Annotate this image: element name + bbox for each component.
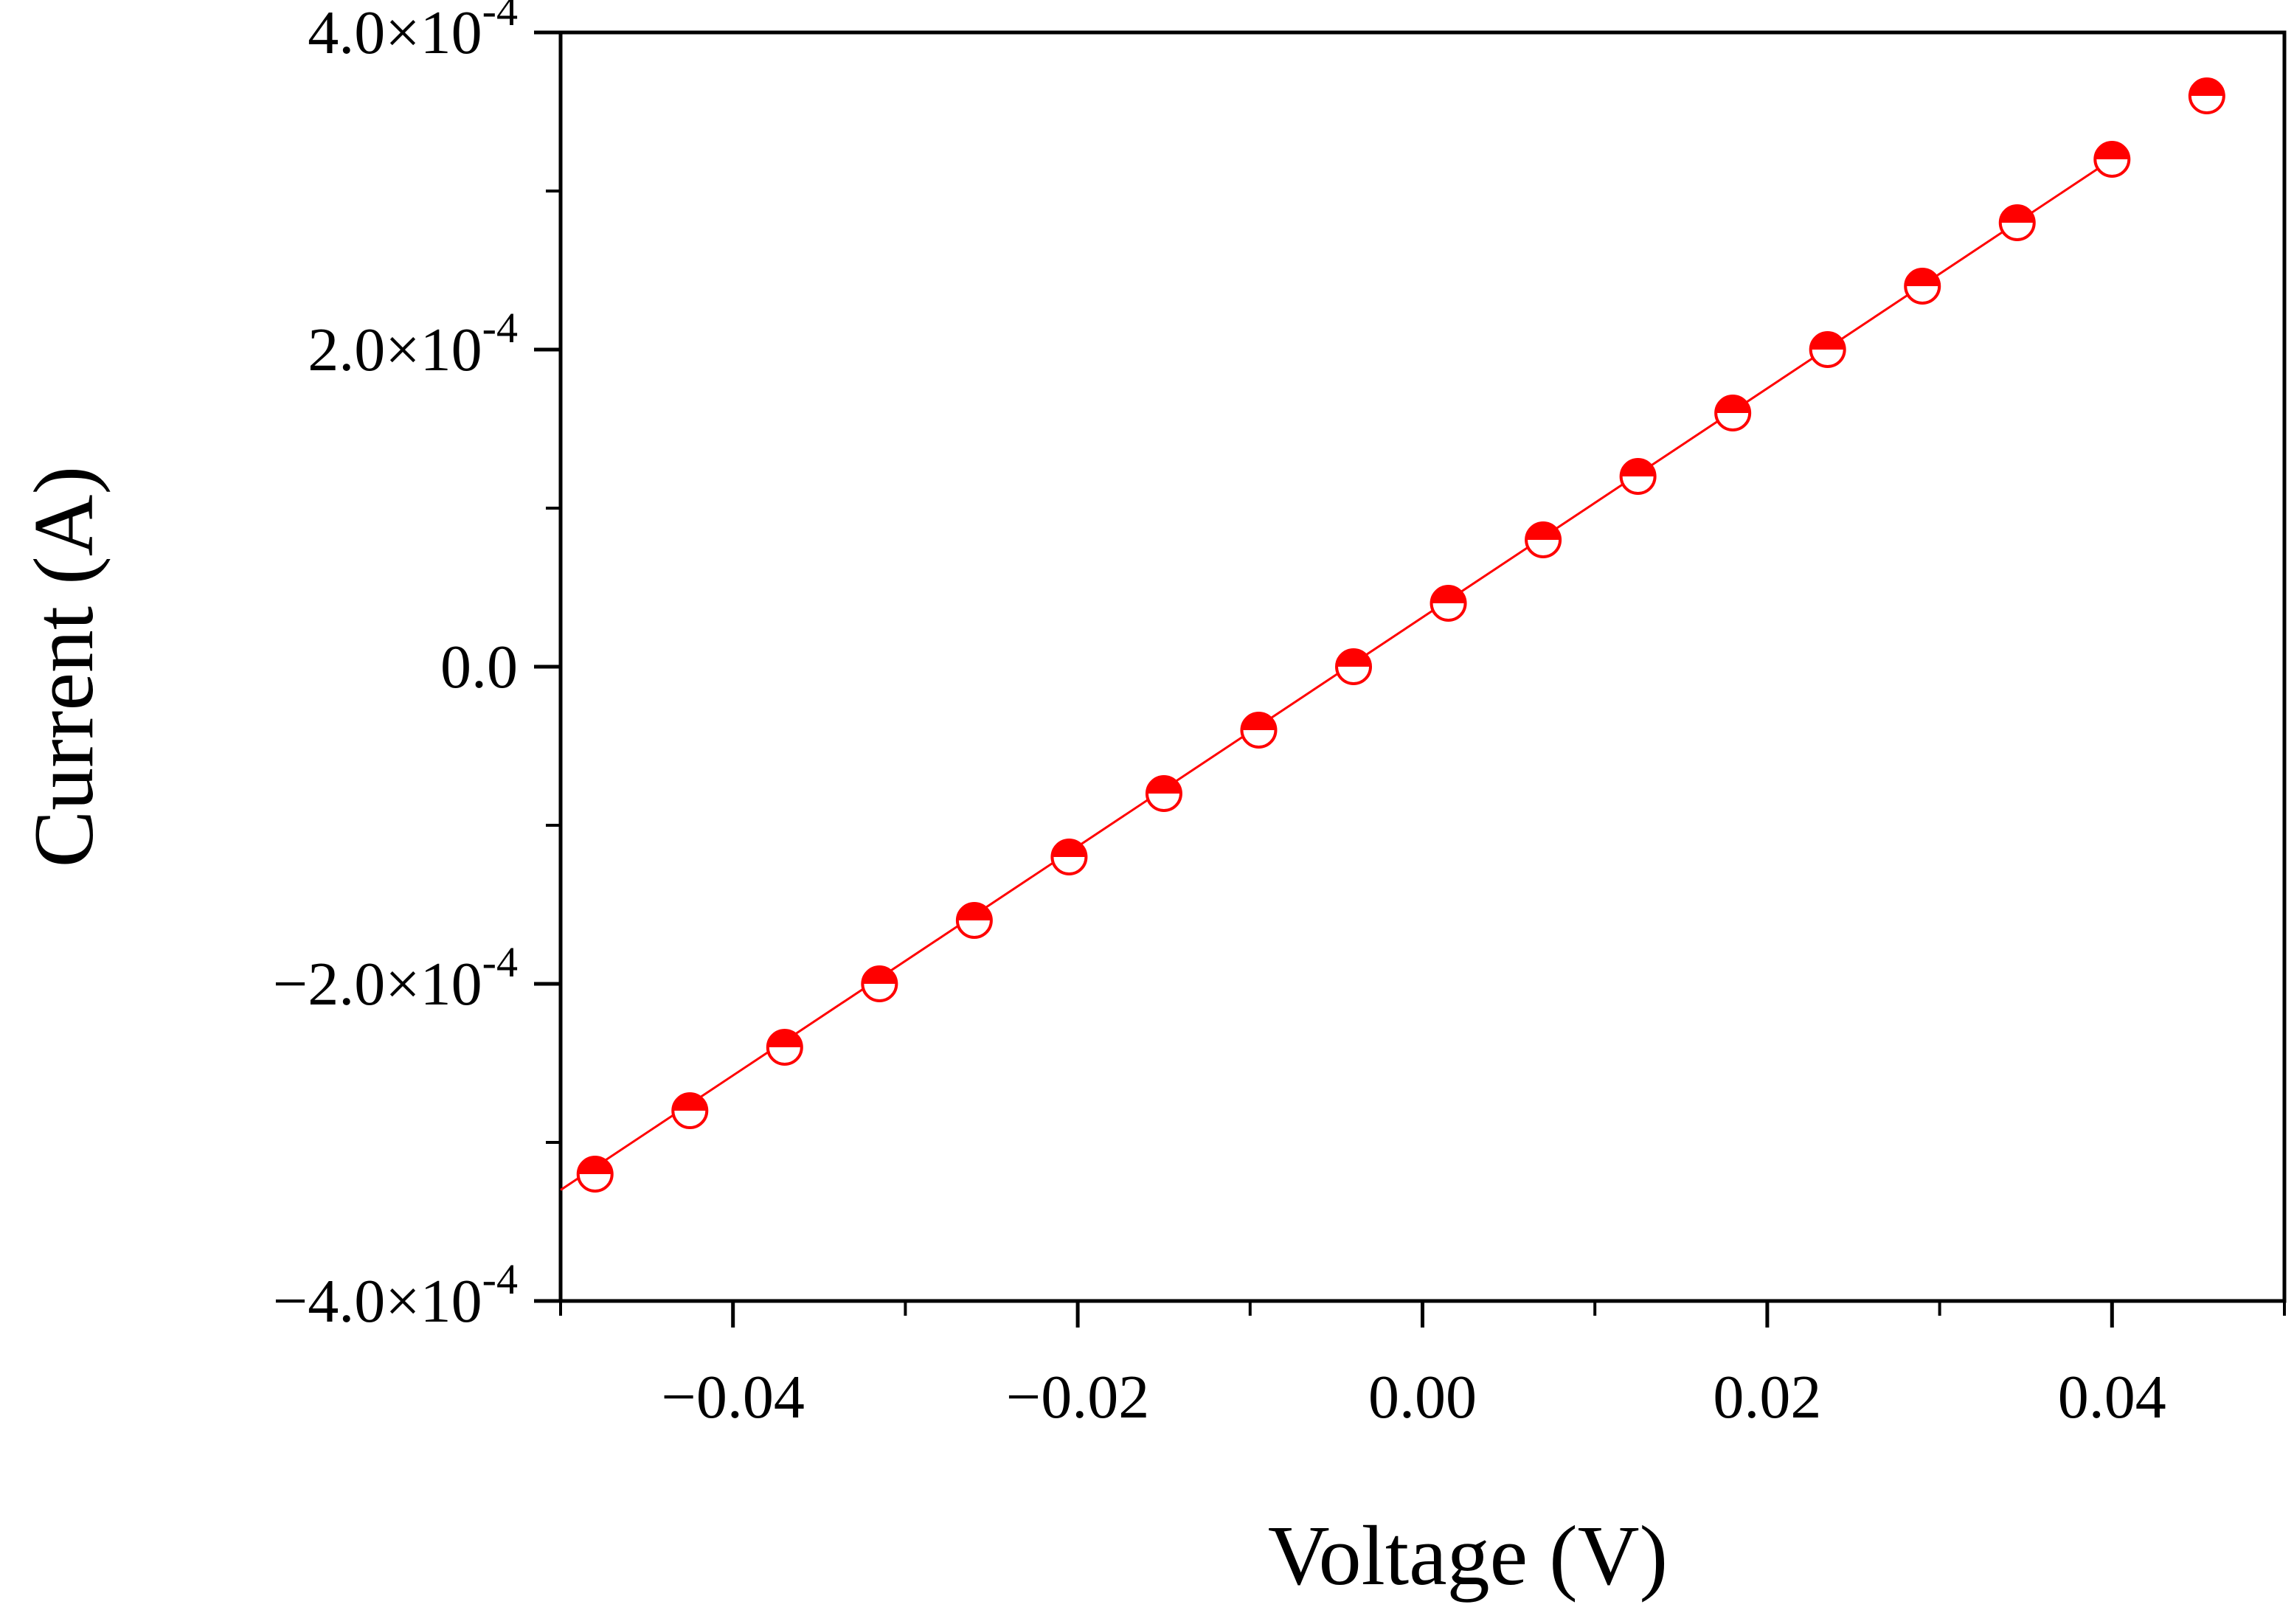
x-tick-label: −0.02 (1006, 1363, 1149, 1432)
x-tick-label: 0.02 (1713, 1363, 1821, 1432)
y-axis-title: Current (A) (17, 466, 111, 867)
y-axis-ticks: 4.0×10-4 2.0×10-4 0.0 −2.0×10-4 −4.0×10-4 (273, 0, 561, 1336)
fit-line-layer (560, 158, 2113, 1191)
data-point (2188, 77, 2225, 114)
data-points (576, 77, 2225, 1193)
x-tick-label: −0.04 (662, 1363, 805, 1432)
data-point (576, 1156, 614, 1193)
y-tick-label: 4.0×10-4 (308, 0, 518, 67)
y-tick-label: 0.0 (440, 633, 518, 701)
data-point (1904, 268, 1941, 305)
data-point (1525, 521, 1562, 558)
data-point (1430, 585, 1467, 622)
y-tick-label: 2.0×10-4 (308, 304, 518, 384)
data-point (1335, 648, 1373, 685)
x-tick-label: 0.04 (2058, 1363, 2166, 1432)
x-axis-title: Voltage (V) (1268, 1509, 1668, 1603)
data-point (955, 902, 993, 939)
data-point (1240, 712, 1278, 749)
data-point (1809, 331, 1846, 368)
y-tick-label: −2.0×10-4 (273, 938, 518, 1019)
data-point (1714, 395, 1752, 431)
fit-line (560, 158, 2113, 1191)
data-point (1619, 458, 1657, 495)
data-point (1145, 775, 1182, 812)
data-point (861, 965, 898, 1002)
x-axis-ticks: −0.04 −0.02 0.00 0.02 0.04 (559, 1301, 2286, 1432)
x-tick-label: 0.00 (1368, 1363, 1477, 1432)
y-tick-label: −4.0×10-4 (273, 1255, 518, 1336)
data-point (1998, 204, 2036, 241)
data-point (766, 1029, 803, 1066)
data-point (2093, 141, 2131, 178)
data-point (671, 1092, 709, 1129)
data-point (1050, 839, 1088, 875)
